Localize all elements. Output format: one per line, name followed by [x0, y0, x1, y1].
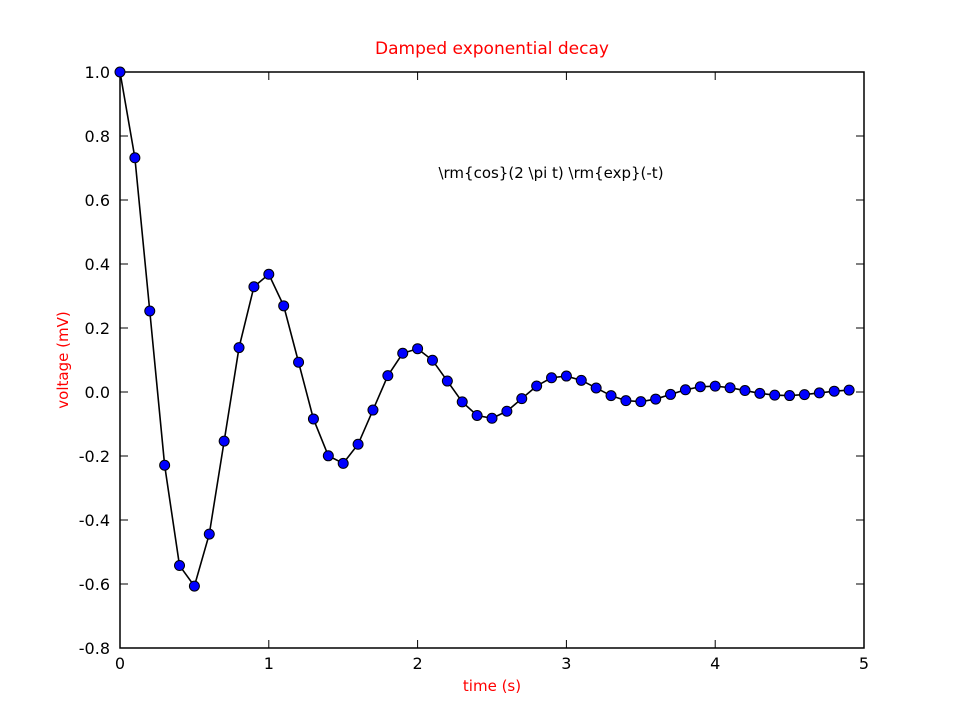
- data-point: [426, 354, 438, 366]
- data-point: [203, 528, 215, 540]
- data-point: [382, 370, 394, 382]
- tick-labels: 0 1 2 3 4 5 -0.8 -0.6 -0.4 -0.2 0.0 0.2 0.4 0.6 0.8 1.0: [79, 63, 869, 673]
- data-point: [724, 382, 736, 394]
- data-point: [754, 387, 766, 399]
- x-tick-label: 3: [561, 654, 571, 673]
- y-tick-label: 0.6: [85, 191, 110, 210]
- data-point: [843, 384, 855, 396]
- y-tick-label: -0.4: [79, 511, 110, 530]
- x-tick-label: 0: [115, 654, 125, 673]
- equation-annotation: \rm{cos}(2 \pi t) \rm{exp}(-t): [438, 164, 663, 182]
- data-point: [218, 435, 230, 447]
- axis-ticks: [119, 71, 865, 649]
- data-point: [828, 385, 840, 397]
- series-markers: [114, 66, 855, 592]
- data-point: [769, 389, 781, 401]
- data-point: [590, 382, 602, 394]
- data-point: [307, 413, 319, 425]
- data-point: [367, 404, 379, 416]
- y-tick-label: 0.0: [85, 383, 110, 402]
- data-point: [709, 380, 721, 392]
- data-point: [144, 305, 156, 317]
- y-tick-label: -0.8: [79, 639, 110, 658]
- x-axis-label: time (s): [463, 677, 521, 695]
- data-point: [516, 393, 528, 405]
- data-point: [679, 384, 691, 396]
- data-point: [322, 450, 334, 462]
- y-tick-label: 0.2: [85, 319, 110, 338]
- data-point: [293, 356, 305, 368]
- y-tick-label: 1.0: [85, 63, 110, 82]
- data-point: [813, 387, 825, 399]
- data-point: [665, 388, 677, 400]
- chart-title: Damped exponential decay: [375, 39, 609, 59]
- data-point: [337, 457, 349, 469]
- x-tick-label: 4: [710, 654, 720, 673]
- data-point: [650, 393, 662, 405]
- data-point: [412, 343, 424, 355]
- y-tick-label: 0.8: [85, 127, 110, 146]
- data-point: [278, 300, 290, 312]
- y-tick-label: -0.2: [79, 447, 110, 466]
- data-point: [233, 342, 245, 354]
- data-point: [441, 375, 453, 387]
- data-point: [397, 347, 409, 359]
- data-point: [635, 396, 647, 408]
- x-tick-label: 2: [413, 654, 423, 673]
- x-tick-label: 1: [264, 654, 274, 673]
- data-point: [263, 268, 275, 280]
- data-point: [159, 459, 171, 471]
- data-point: [352, 438, 364, 450]
- data-point: [129, 152, 141, 164]
- y-axis-label: voltage (mV): [54, 311, 72, 408]
- data-point: [188, 580, 200, 592]
- y-tick-label: 0.4: [85, 255, 110, 274]
- plot-area: [119, 71, 865, 649]
- data-point: [605, 390, 617, 402]
- data-point: [248, 281, 260, 293]
- data-point: [694, 381, 706, 393]
- data-point: [531, 380, 543, 392]
- data-point: [114, 66, 126, 78]
- data-point: [486, 412, 498, 424]
- data-point: [575, 374, 587, 386]
- data-point: [546, 372, 558, 384]
- data-point: [174, 560, 186, 572]
- data-point: [784, 390, 796, 402]
- data-point: [798, 389, 810, 401]
- data-point: [501, 405, 513, 417]
- data-point: [456, 396, 468, 408]
- y-tick-label: -0.6: [79, 575, 110, 594]
- x-tick-label: 5: [859, 654, 869, 673]
- data-point: [620, 395, 632, 407]
- data-point: [560, 370, 572, 382]
- data-point: [739, 385, 751, 397]
- data-point: [471, 409, 483, 421]
